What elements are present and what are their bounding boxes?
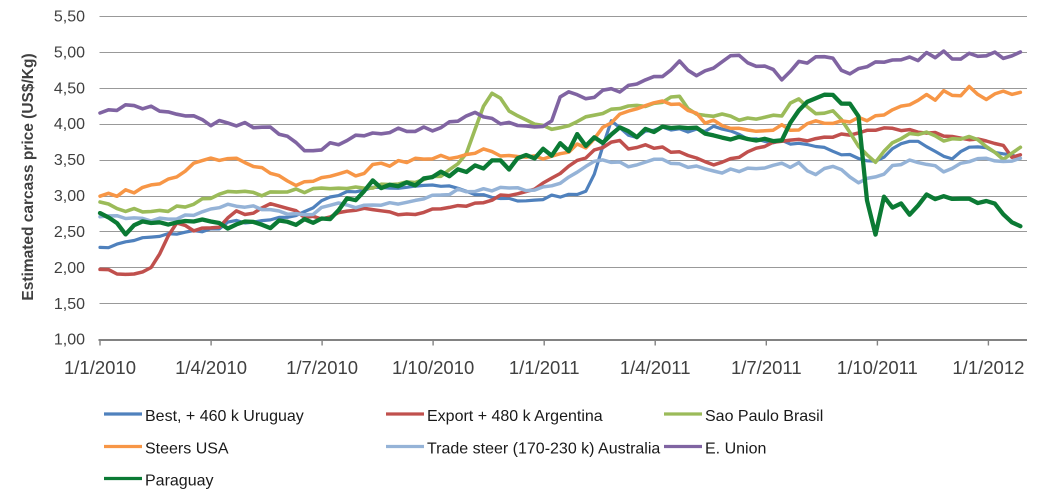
svg-text:Estimated carcass price (US$/K: Estimated carcass price (US$/Kg) (20, 53, 37, 300)
svg-text:1/7/2011: 1/7/2011 (731, 357, 802, 378)
svg-text:Paraguay: Paraguay (145, 473, 214, 490)
svg-text:5,00: 5,00 (54, 44, 85, 61)
svg-text:Steers USA: Steers USA (145, 441, 229, 458)
svg-text:1/4/2011: 1/4/2011 (620, 357, 691, 378)
svg-text:3,50: 3,50 (54, 152, 85, 169)
svg-text:1/1/2010: 1/1/2010 (64, 357, 136, 378)
svg-text:1/10/2010: 1/10/2010 (392, 357, 474, 378)
svg-text:2,00: 2,00 (54, 260, 85, 277)
svg-text:Trade steer (170-230 k) Austra: Trade steer (170-230 k) Australia (427, 441, 660, 458)
svg-text:1,50: 1,50 (54, 296, 85, 313)
svg-text:1/10/2011: 1/10/2011 (837, 357, 918, 378)
svg-text:1/1/2012: 1/1/2012 (952, 357, 1024, 378)
svg-text:Export + 480 k Argentina: Export + 480 k Argentina (427, 408, 603, 425)
svg-text:4,00: 4,00 (54, 116, 85, 133)
svg-text:1/7/2010: 1/7/2010 (286, 357, 358, 378)
svg-text:3,00: 3,00 (54, 188, 85, 205)
svg-text:1/1/2011: 1/1/2011 (509, 357, 580, 378)
svg-text:5,50: 5,50 (54, 9, 85, 26)
svg-text:E. Union: E. Union (705, 441, 766, 458)
svg-text:1/4/2010: 1/4/2010 (175, 357, 247, 378)
svg-text:4,50: 4,50 (54, 80, 85, 97)
svg-text:2,50: 2,50 (54, 224, 85, 241)
svg-text:Best, + 460 k Uruguay: Best, + 460 k Uruguay (145, 408, 304, 425)
svg-text:1,00: 1,00 (54, 332, 85, 349)
svg-text:Sao Paulo Brasil: Sao Paulo Brasil (705, 408, 823, 425)
